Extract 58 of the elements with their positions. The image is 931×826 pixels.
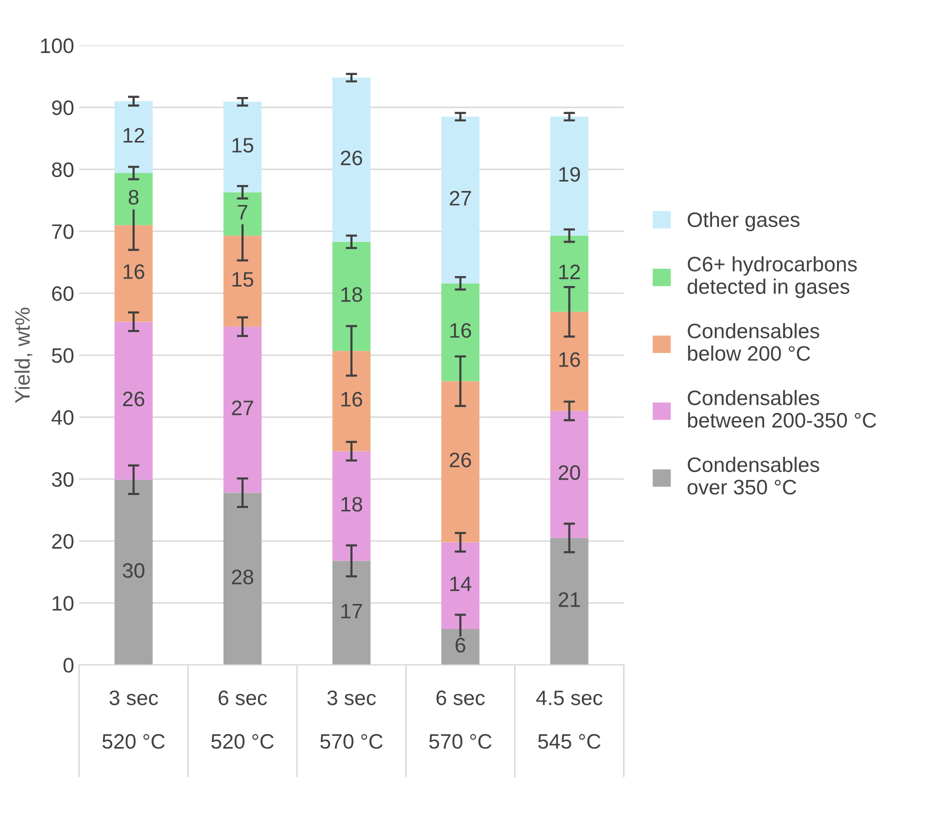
legend-label: Condensables between 200-350 °C — [688, 390, 876, 428]
data-label: 28 — [232, 570, 254, 584]
legend-label: Other gases — [688, 212, 800, 232]
data-label: 15 — [232, 138, 254, 153]
y-tick-label: 100 — [41, 38, 74, 54]
bar — [223, 492, 262, 665]
data-label: 18 — [341, 496, 362, 512]
bar — [114, 480, 153, 665]
legend-label: Condensables below 200 °C — [688, 323, 820, 361]
y-tick-label: 40 — [52, 410, 74, 425]
data-label: 20 — [558, 465, 580, 480]
legend-label: C6+ hydrocarbons detected in gases — [688, 256, 857, 298]
y-tick-label: 90 — [52, 100, 74, 116]
data-label: 30 — [122, 563, 144, 578]
category-label: 3 sec 570 °C — [320, 690, 383, 749]
bar — [441, 116, 480, 284]
category-label: 3 sec 520 °C — [102, 690, 165, 749]
data-label: 16 — [450, 323, 472, 338]
data-label: 26 — [450, 452, 472, 468]
bar — [441, 381, 480, 542]
bar — [550, 116, 588, 236]
category-label: 6 sec 520 °C — [211, 690, 274, 749]
data-label: 16 — [124, 264, 144, 279]
data-label: 19 — [559, 166, 580, 182]
data-label: 17 — [341, 604, 362, 618]
bar — [114, 322, 153, 480]
data-label: 26 — [340, 150, 362, 166]
data-label: 12 — [559, 264, 580, 280]
y-tick-label: 30 — [52, 472, 74, 487]
data-label: 27 — [450, 190, 471, 206]
bar — [332, 451, 371, 561]
data-label: 12 — [124, 128, 144, 143]
y-tick-label: 80 — [52, 162, 74, 178]
data-label: 18 — [341, 287, 362, 302]
data-label: 7 — [238, 204, 248, 220]
bar — [550, 538, 588, 665]
bar — [223, 326, 262, 493]
y-axis-title: Yield, wt% — [14, 308, 32, 403]
y-tick-label: 0 — [64, 658, 74, 673]
category-label: 6 sec 570 °C — [429, 690, 492, 749]
data-label: 21 — [558, 592, 580, 607]
data-label: 26 — [123, 392, 144, 406]
data-label: 16 — [341, 392, 362, 407]
data-label: 27 — [232, 400, 254, 416]
y-tick-label: 20 — [52, 534, 74, 549]
bar — [332, 78, 371, 242]
legend-label: Condensables over 350 °C — [688, 456, 820, 495]
data-label: 6 — [456, 638, 466, 653]
y-tick-label: 60 — [52, 286, 74, 301]
data-label: 14 — [450, 576, 472, 592]
category-label: 4.5 sec 545 °C — [536, 690, 602, 749]
data-label: 15 — [232, 272, 254, 287]
data-label: 8 — [128, 190, 138, 205]
y-tick-label: 10 — [52, 596, 74, 611]
y-tick-label: 50 — [52, 348, 74, 363]
y-tick-label: 70 — [52, 224, 74, 240]
bar — [550, 410, 588, 538]
data-label: 16 — [559, 352, 580, 367]
